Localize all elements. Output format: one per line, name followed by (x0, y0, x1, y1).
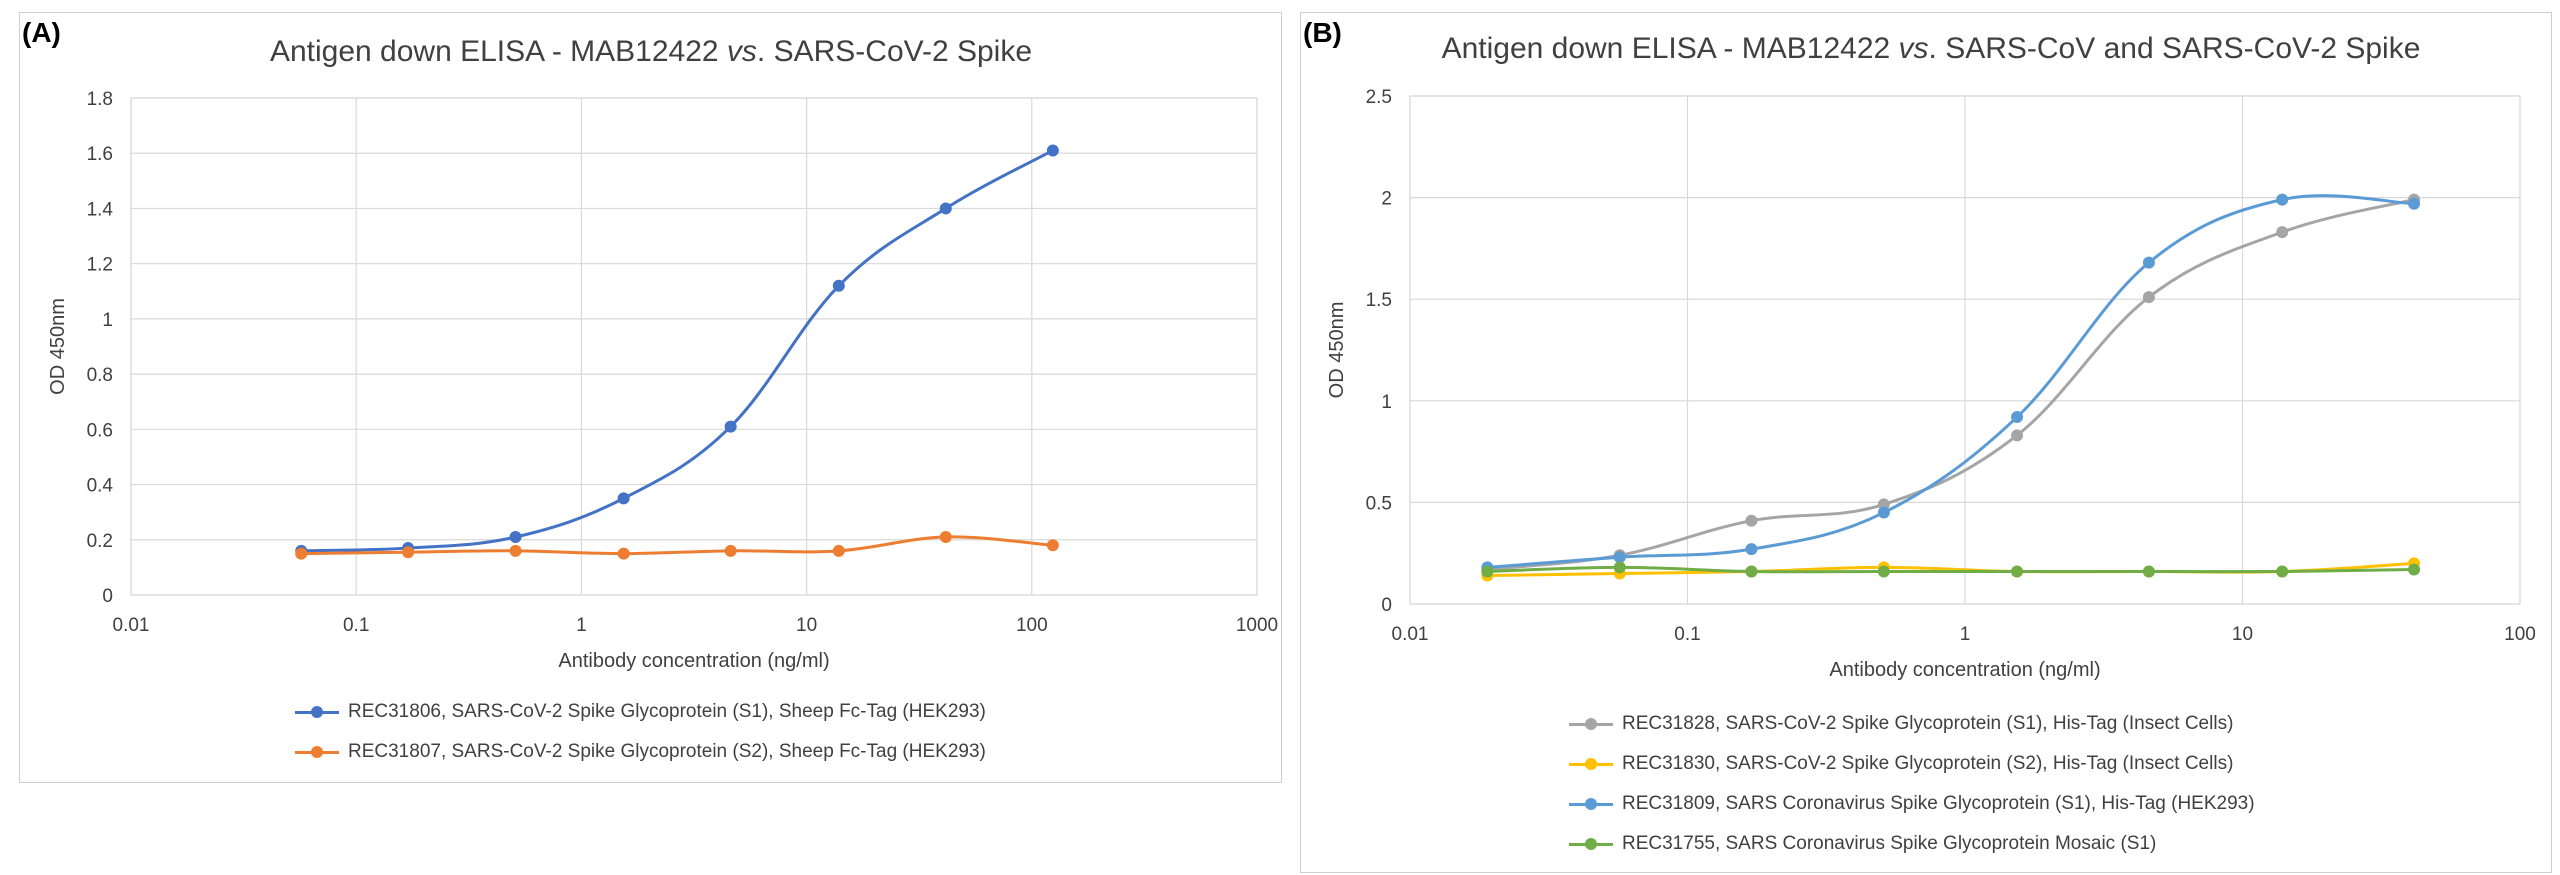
chart-0-y-tick-label: 0.2 (87, 531, 113, 552)
chart-1-legend-label-3: REC31755, SARS Coronavirus Spike Glycopr… (1622, 833, 2157, 854)
chart-1-legend-item-2: REC31809, SARS Coronavirus Spike Glycopr… (1566, 793, 2255, 815)
chart-b-svg: Antigen down ELISA - MAB12422 vs. SARS-C… (1326, 32, 2536, 681)
chart-0-y-axis-title: OD 450nm (47, 298, 69, 395)
chart-0-legend-label-1: REC31807, SARS-CoV-2 Spike Glycoprotein … (348, 741, 986, 762)
chart-1-x-tick-label: 0.01 (1392, 624, 1429, 645)
chart-0-series-0-point (617, 492, 630, 505)
chart-0-legend-swatch-1 (292, 745, 342, 759)
chart-0-legend-swatch-0 (292, 705, 342, 719)
chart-0-x-tick-label: 10 (796, 615, 817, 636)
chart-1-legend-swatch-2 (1566, 797, 1616, 811)
chart-1-legend-item-0: REC31828, SARS-CoV-2 Spike Glycoprotein … (1566, 713, 2233, 735)
chart-0-series-1-point (295, 547, 308, 560)
chart-0-series-line-0 (301, 149, 1054, 553)
chart-0-title: Antigen down ELISA - MAB12422 vs. SARS-C… (270, 35, 1032, 68)
chart-1-series-3-point (2011, 565, 2024, 578)
chart-1-x-axis-title: Antibody concentration (ng/ml) (1829, 659, 2100, 681)
chart-1-series-3-point (2408, 563, 2421, 576)
chart-1-series-line-2 (1487, 194, 2415, 569)
chart-1-series-3-point (1877, 565, 1890, 578)
chart-1-y-tick-label: 2.5 (1366, 87, 1392, 108)
chart-0-y-tick-label: 0.4 (87, 476, 114, 497)
chart-0-y-tick-label: 1.6 (87, 144, 113, 165)
chart-1-series-2-point (2011, 411, 2024, 424)
chart-1-legend-item-3: REC31755, SARS Coronavirus Spike Glycopr… (1566, 833, 2156, 855)
chart-0-y-tick-label: 0.8 (87, 365, 113, 386)
chart-0-y-tick-label: 0 (102, 586, 113, 607)
chart-1-series-line-1 (1487, 561, 2415, 578)
chart-1-legend-item-1: REC31830, SARS-CoV-2 Spike Glycoprotein … (1566, 753, 2233, 775)
chart-1-y-tick-label: 1.5 (1366, 290, 1392, 311)
chart-1-series-line-3 (1487, 565, 2415, 574)
chart-1-series-3-point (2276, 565, 2289, 578)
chart-1-x-tick-label: 0.1 (1674, 624, 1700, 645)
panel-label-b: (B) (1303, 17, 1342, 48)
chart-1-series-3-point (1481, 565, 1494, 578)
chart-1-series-2-point (1745, 543, 1758, 556)
chart-1-series-line-0 (1487, 198, 2415, 571)
chart-0-series-0-point (724, 420, 737, 433)
chart-1-series-2-point (2408, 197, 2421, 210)
chart-1-y-axis-title: OD 450nm (1326, 302, 1348, 399)
chart-1-x-tick-label: 10 (2232, 624, 2253, 645)
chart-0-plot-area (130, 97, 1258, 596)
chart-panel-b: (B) Antigen down ELISA - MAB12422 vs. SA… (1300, 12, 2552, 873)
chart-1-legend-swatch-1 (1566, 757, 1616, 771)
chart-1-legend-label-1: REC31830, SARS-CoV-2 Spike Glycoprotein … (1622, 753, 2234, 774)
chart-0-y-tick-label: 1 (102, 310, 113, 331)
chart-0-series-1-point (402, 546, 415, 559)
chart-1-series-3-point (2142, 565, 2155, 578)
chart-0-x-tick-label: 100 (1016, 615, 1048, 636)
chart-0-series-line-1 (301, 535, 1053, 556)
chart-0-series-0-point (832, 279, 845, 292)
chart-a-svg: Antigen down ELISA - MAB12422 vs. SARS-C… (47, 35, 1278, 672)
chart-0-series-0-point (509, 531, 522, 544)
chart-1-series-3-point (1745, 565, 1758, 578)
chart-1-series-2-point (1613, 551, 1626, 564)
chart-1-series-0-point (2011, 429, 2024, 442)
chart-0-legend-label-0: REC31806, SARS-CoV-2 Spike Glycoprotein … (348, 701, 986, 722)
chart-1-y-tick-label: 1 (1381, 392, 1392, 413)
chart-1-series-0-point (1745, 514, 1758, 527)
chart-0-x-tick-label: 1 (576, 615, 587, 636)
chart-1-legend-label-0: REC31828, SARS-CoV-2 Spike Glycoprotein … (1622, 713, 2234, 734)
chart-1-title: Antigen down ELISA - MAB12422 vs. SARS-C… (1442, 32, 2421, 65)
chart-0-y-tick-label: 1.4 (87, 199, 114, 220)
chart-1-y-tick-label: 2 (1381, 189, 1392, 210)
chart-0-x-tick-label: 0.1 (343, 615, 369, 636)
chart-0-x-tick-label: 0.01 (113, 615, 150, 636)
chart-1-legend-label-2: REC31809, SARS Coronavirus Spike Glycopr… (1622, 793, 2255, 814)
chart-0-series-1-point (832, 544, 845, 557)
chart-0-series-0-point (939, 202, 952, 215)
chart-1-x-tick-label: 1 (1960, 624, 1971, 645)
chart-0-series-1-point (509, 544, 522, 557)
chart-panel-a: (A) Antigen down ELISA - MAB12422 vs. SA… (19, 12, 1282, 783)
panel-label-a: (A) (22, 17, 61, 48)
chart-1-x-tick-label: 100 (2504, 624, 2536, 645)
chart-0-x-tick-label: 1000 (1236, 615, 1278, 636)
chart-0-series-0-point (1046, 144, 1059, 157)
chart-0-series-1-point (724, 544, 737, 557)
chart-1-y-tick-label: 0 (1381, 595, 1392, 616)
chart-0-series-1-point (939, 531, 952, 544)
chart-1-series-3-point (1613, 561, 1626, 574)
chart-0-legend-item-1: REC31807, SARS-CoV-2 Spike Glycoprotein … (292, 741, 986, 763)
chart-0-series-1-point (1046, 539, 1059, 552)
chart-0-y-tick-label: 0.6 (87, 420, 113, 441)
chart-1-y-tick-label: 0.5 (1366, 493, 1392, 514)
chart-0-y-tick-label: 1.2 (87, 255, 113, 276)
chart-1-legend-swatch-3 (1566, 837, 1616, 851)
chart-0-x-axis-title: Antibody concentration (ng/ml) (558, 650, 829, 672)
chart-1-series-2-point (2142, 256, 2155, 269)
chart-1-series-0-point (2142, 291, 2155, 304)
chart-1-series-0-point (2276, 226, 2289, 239)
chart-1-legend-swatch-0 (1566, 717, 1616, 731)
chart-0-series-1-point (617, 547, 630, 560)
chart-1-series-2-point (2276, 193, 2289, 206)
chart-0-y-tick-label: 1.8 (87, 89, 113, 110)
chart-0-legend-item-0: REC31806, SARS-CoV-2 Spike Glycoprotein … (292, 701, 986, 723)
chart-1-series-2-point (1877, 506, 1890, 519)
